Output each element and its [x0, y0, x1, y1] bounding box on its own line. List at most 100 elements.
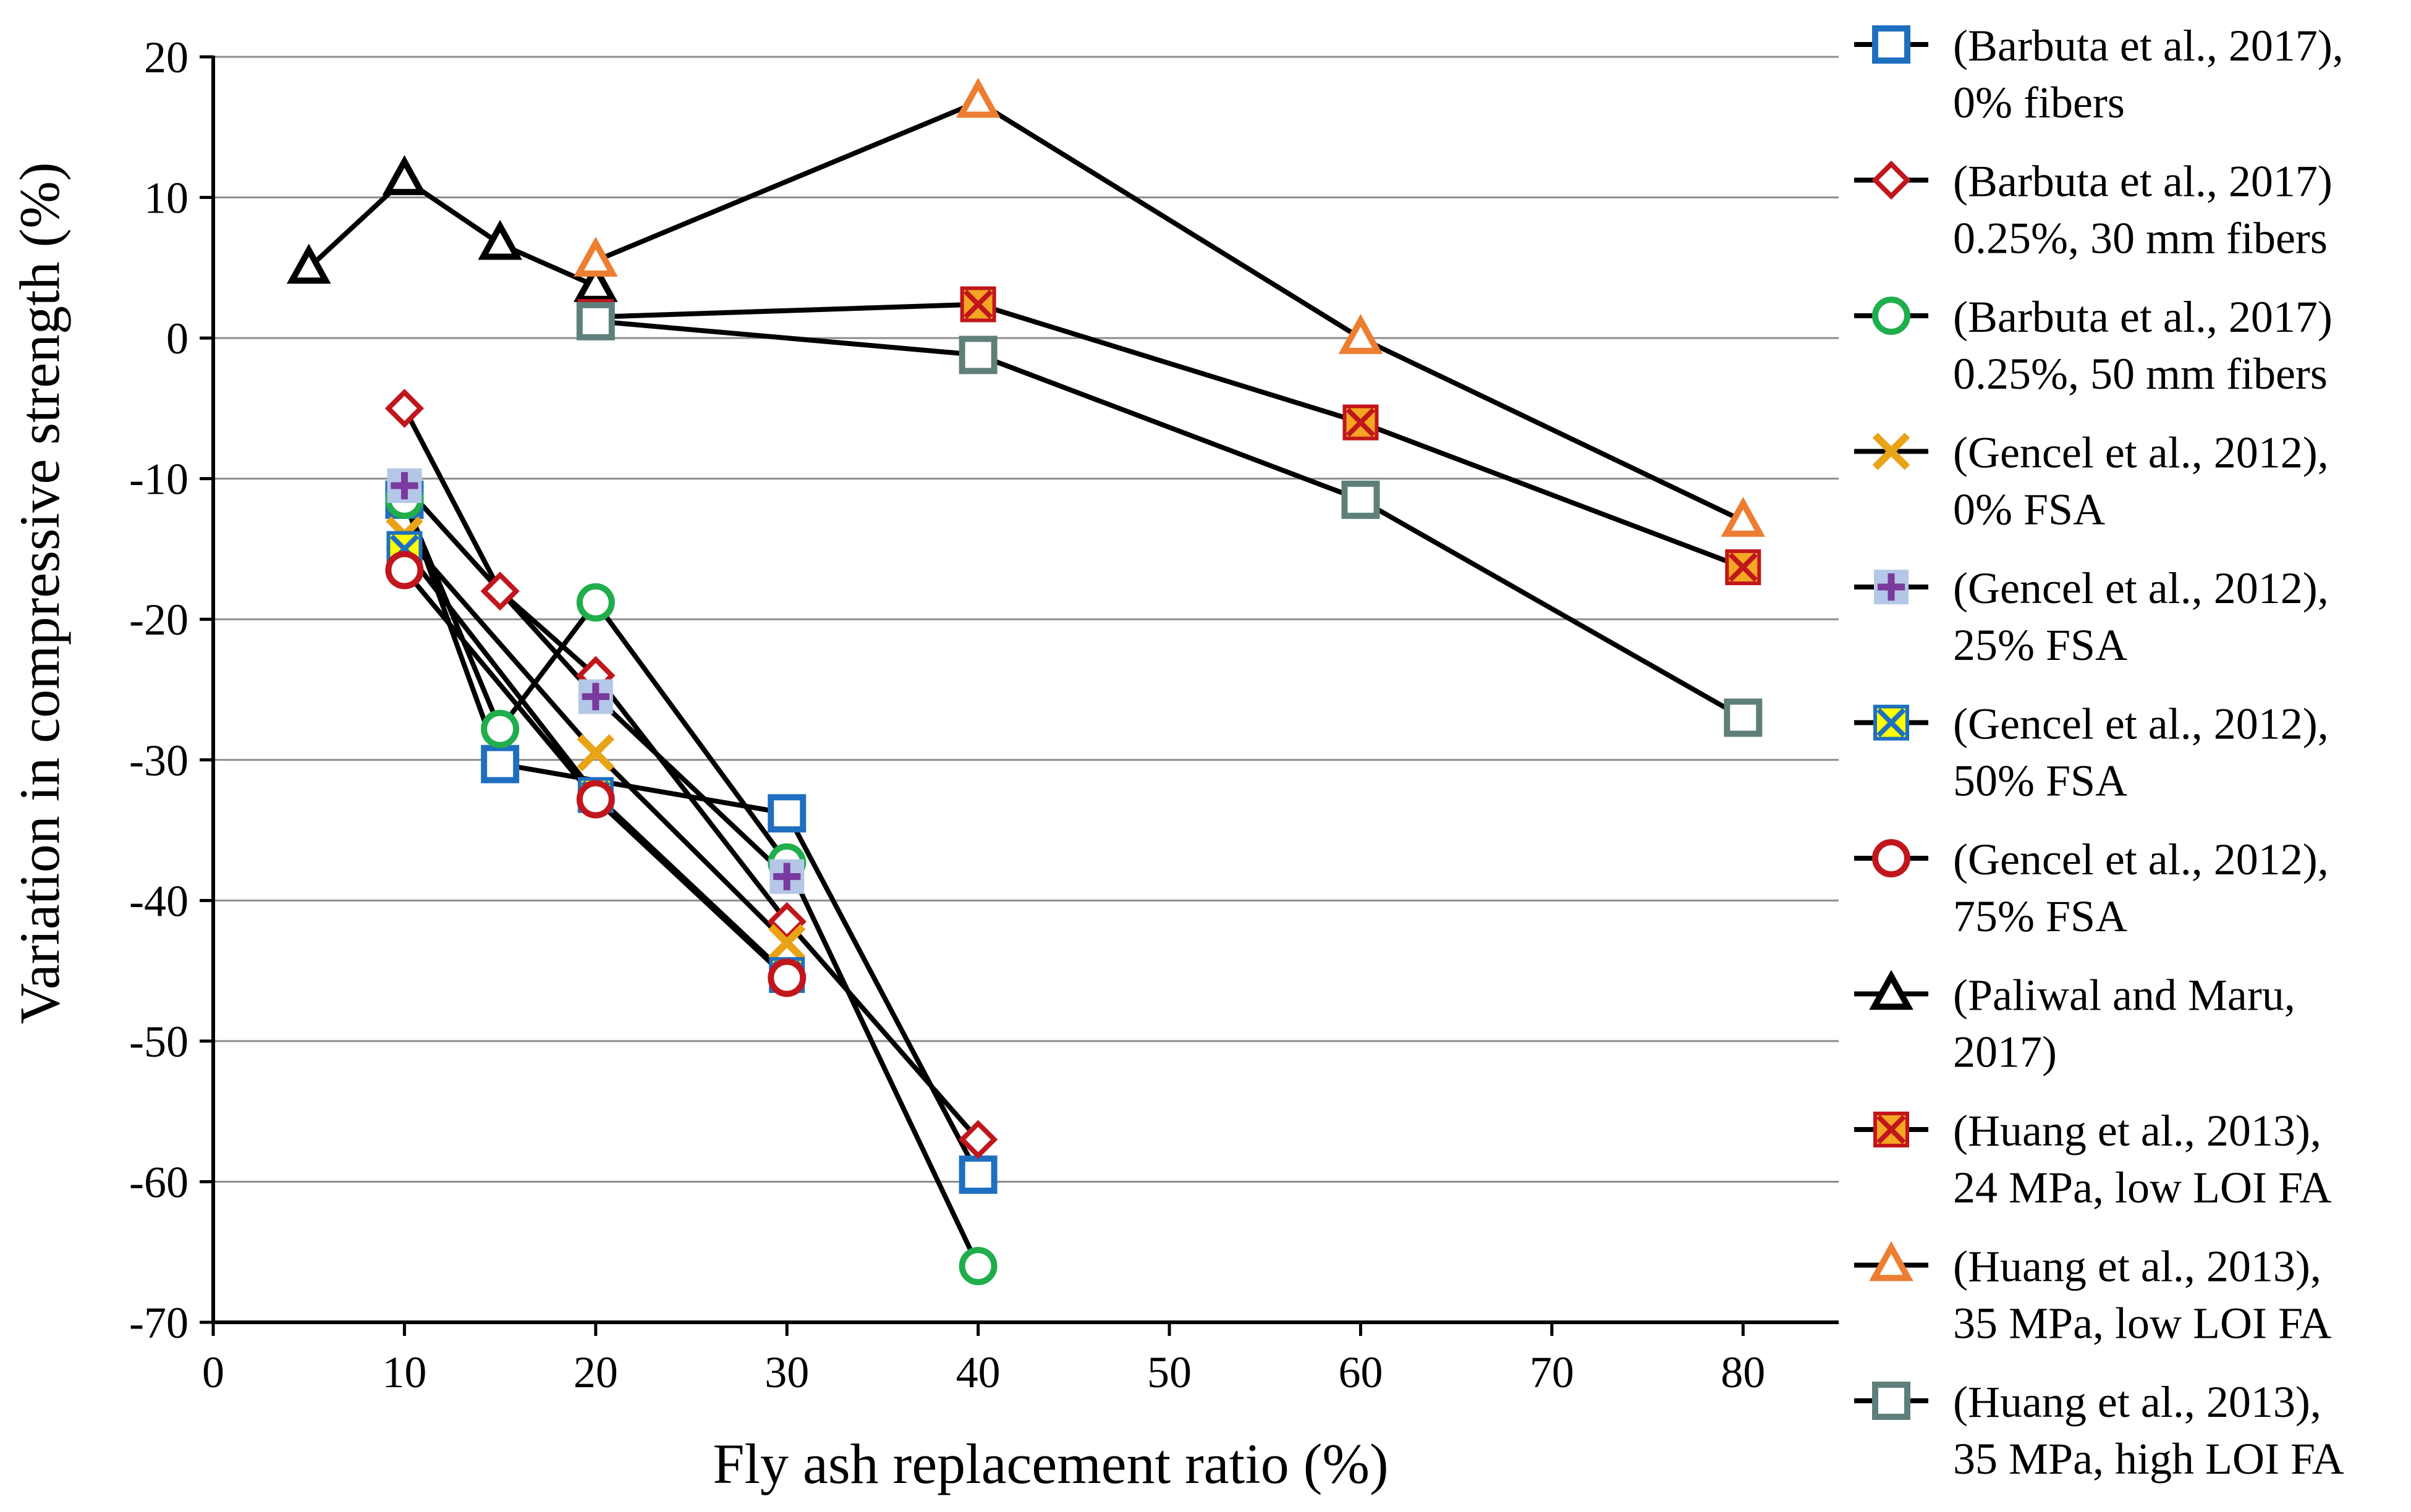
y-tick-label: 20 — [144, 33, 189, 82]
data-point — [574, 261, 618, 302]
legend-label: (Gencel et al., 2012), — [1953, 699, 2329, 749]
data-point — [478, 219, 522, 260]
legend-marker — [1872, 1382, 1910, 1420]
legend-item: (Gencel et al., 2012), 75% FSA — [1854, 835, 2329, 941]
y-tick-label: -60 — [129, 1157, 189, 1207]
data-point — [1724, 698, 1763, 737]
legend-item: (Barbuta et al., 2017) 0.25%, 50 mm fiber… — [1854, 292, 2333, 399]
data-point — [1342, 404, 1379, 441]
legend: (Barbuta et al., 2017),0% fibers(Barbuta… — [1854, 21, 2344, 1484]
legend-item: (Huang et al., 2013), 35 MPa, high LOI FA — [1854, 1377, 2344, 1484]
legend-label: (Gencel et al., 2012), — [1953, 835, 2329, 884]
data-point — [959, 1155, 998, 1194]
legend-label: (Barbuta et al., 2017) — [1953, 157, 2333, 206]
x-tick-label: 10 — [382, 1348, 426, 1397]
legend-item: (Barbuta et al., 2017), 0% fibers — [1854, 21, 2344, 127]
data-point — [1338, 314, 1383, 354]
data-point — [769, 859, 805, 894]
x-tick-label: 50 — [1147, 1348, 1192, 1397]
legend-label: (Paliwal and Maru, — [1953, 971, 2295, 1020]
legend-label: (Huang et al., 2013), — [1953, 1106, 2321, 1155]
legend-label: (Huang et al., 2013), — [1953, 1242, 2321, 1291]
legend-label: 24 MPa, low LOI FA — [1953, 1163, 2332, 1212]
x-tick-label: 70 — [1530, 1348, 1574, 1397]
x-tick-label: 60 — [1338, 1348, 1383, 1397]
x-tick-label: 80 — [1721, 1348, 1765, 1397]
legend-item: (Barbuta et al., 2017) 0.25%, 30 mm fiber… — [1854, 157, 2333, 263]
y-tick-label: -70 — [129, 1298, 189, 1348]
series-markers-layer — [286, 77, 1766, 1285]
data-point — [382, 155, 427, 195]
legend-item: (Huang et al., 2013), 35 MPa, low LOI FA — [1854, 1241, 2332, 1348]
legend-label: (Gencel et al., 2012), — [1953, 428, 2329, 478]
data-point — [576, 780, 615, 819]
data-point — [387, 468, 422, 504]
series-line — [595, 99, 1745, 523]
data-point — [576, 583, 615, 622]
axes-layer: 20 10 0 -10 -20 -30 -40 -50 -60 -70 0 10 20 30 40 50 60 7… — [129, 33, 1839, 1397]
legend-label: 75% FSA — [1953, 892, 2127, 941]
data-point — [384, 389, 425, 428]
x-tick-label: 20 — [574, 1348, 618, 1397]
data-point — [481, 745, 520, 783]
data-point — [960, 286, 996, 323]
data-point — [1721, 496, 1766, 537]
data-point — [481, 709, 520, 748]
legend-label: (Huang et al., 2013), — [1953, 1377, 2321, 1427]
legend-marker — [1871, 160, 1911, 200]
legend-label: 25% FSA — [1953, 620, 2127, 670]
legend-marker — [1873, 704, 1909, 741]
data-point — [385, 551, 424, 589]
x-tick-label: 30 — [765, 1348, 809, 1397]
y-tick-label: 10 — [144, 174, 189, 223]
y-tick-label: -50 — [129, 1017, 189, 1066]
data-point — [577, 734, 615, 772]
y-tick-label: -10 — [129, 455, 189, 504]
y-tick-label: -40 — [129, 876, 189, 926]
data-point — [959, 1246, 998, 1285]
legend-label: (Gencel et al., 2012), — [1953, 564, 2329, 613]
data-point — [578, 679, 613, 714]
data-point — [959, 336, 998, 374]
legend-marker — [1869, 1241, 1913, 1282]
legend-marker — [1872, 433, 1910, 470]
legend-item: (Paliwal and Maru, 2017) — [1854, 969, 2295, 1077]
legend-label: 0.25%, 30 mm fibers — [1953, 214, 2328, 263]
series-line — [402, 499, 981, 1176]
series-line — [307, 176, 597, 289]
legend-marker — [1869, 969, 1913, 1010]
legend-item: (Gencel et al., 2012), 50% FSA — [1854, 699, 2329, 806]
legend-marker — [1872, 297, 1910, 335]
legend-label: 0.25%, 50 mm fibers — [1953, 349, 2328, 399]
y-tick-label: -20 — [129, 595, 189, 644]
legend-marker — [1874, 570, 1909, 604]
data-point — [768, 958, 807, 997]
data-point — [956, 77, 1001, 118]
legend-label: 50% FSA — [1953, 756, 2127, 806]
data-point — [574, 237, 618, 277]
data-point — [1725, 549, 1761, 586]
data-point — [768, 794, 807, 833]
legend-label: (Barbuta et al., 2017), — [1953, 21, 2344, 70]
legend-marker — [1873, 1112, 1909, 1147]
y-tick-label: 0 — [166, 314, 189, 363]
legend-label: 2017) — [1953, 1028, 2057, 1077]
x-tick-label: 40 — [956, 1348, 1001, 1397]
legend-item: (Huang et al., 2013), 24 MPa, low LOI FA — [1854, 1106, 2332, 1212]
legend-marker — [1872, 25, 1910, 64]
legend-label: (Barbuta et al., 2017) — [1953, 292, 2333, 342]
legend-label: 0% fibers — [1953, 78, 2125, 127]
data-point — [286, 243, 331, 284]
x-tick-label: 0 — [202, 1348, 224, 1397]
data-point — [958, 1120, 998, 1159]
data-point — [480, 572, 520, 611]
series-line — [595, 302, 1744, 570]
legend-label: 0% FSA — [1953, 485, 2105, 534]
y-axis-title: Variation in compressive strength (%) — [8, 163, 71, 1024]
legend-marker — [1872, 839, 1910, 877]
data-point — [1341, 480, 1380, 519]
x-axis-title: Fly ash replacement ratio (%) — [713, 1432, 1388, 1495]
legend-item: (Gencel et al., 2012), 0% FSA — [1854, 428, 2329, 534]
